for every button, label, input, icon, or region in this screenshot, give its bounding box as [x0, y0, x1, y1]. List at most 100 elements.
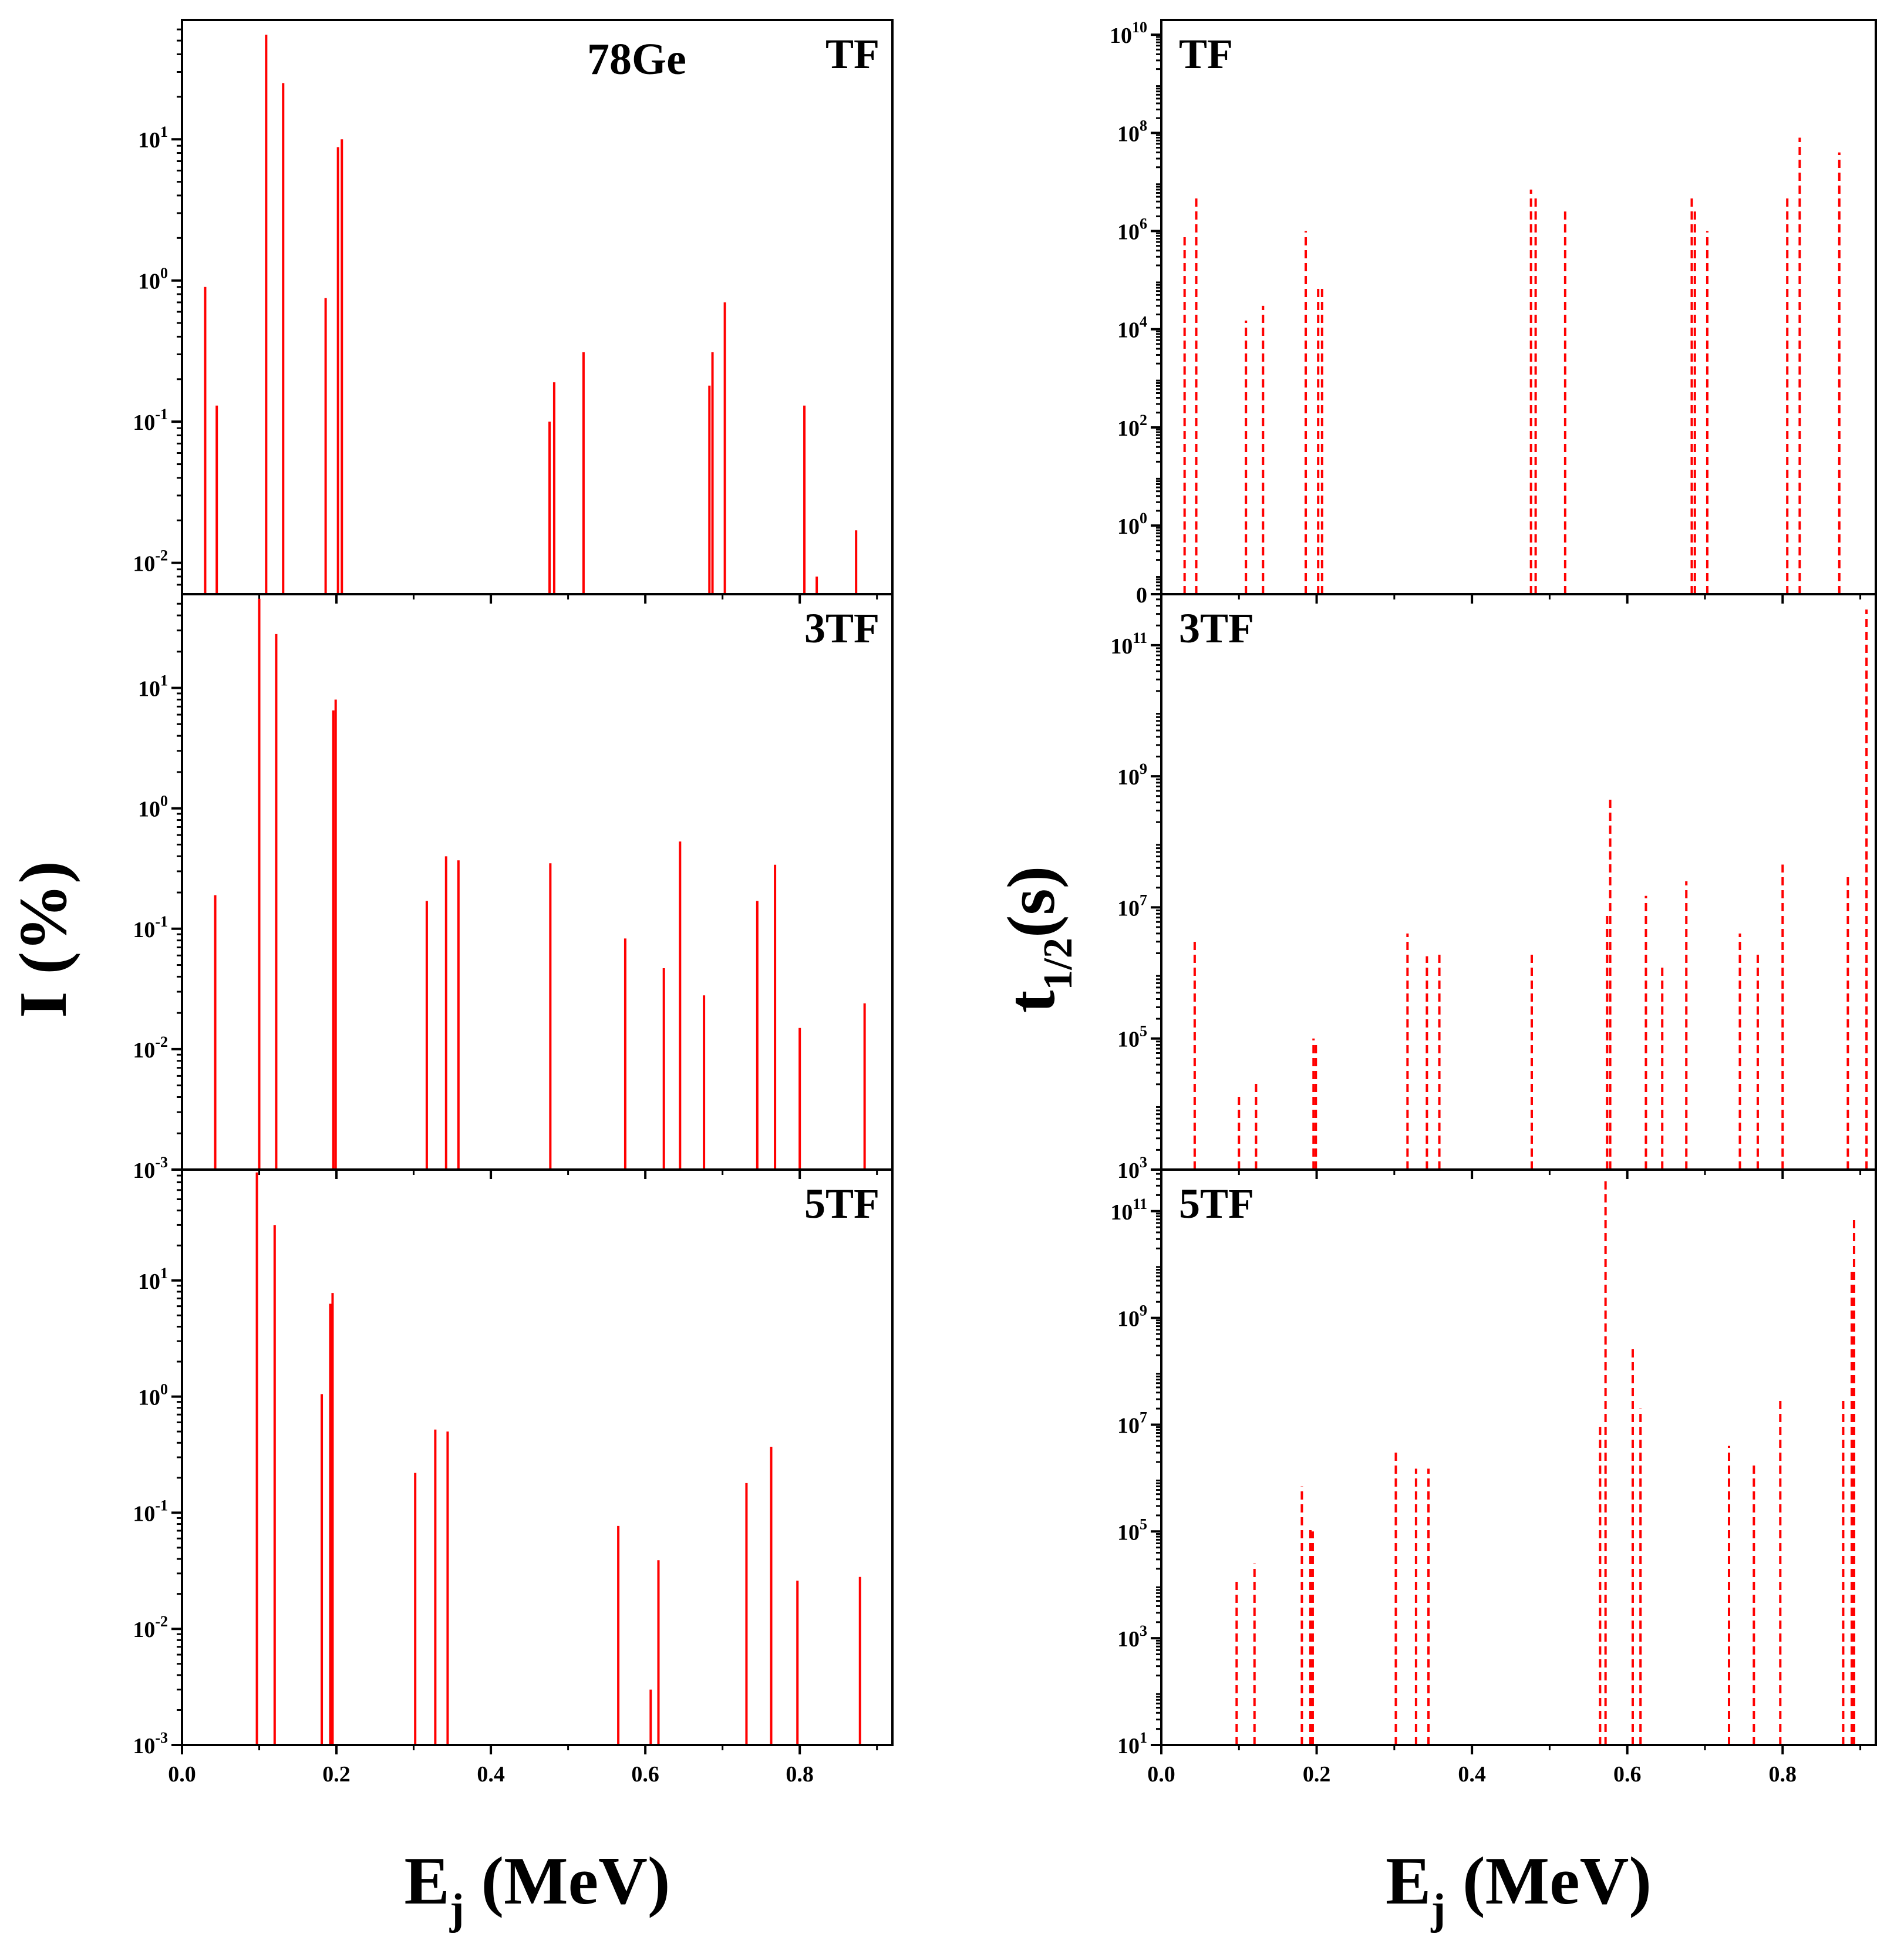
panel-title: TF [1179, 31, 1233, 78]
tick-exponent: 3 [1140, 1622, 1147, 1639]
tick-exponent: 4 [1140, 314, 1147, 331]
y-tick-label: 101 [138, 672, 168, 702]
tick-exponent: 3 [1140, 1154, 1147, 1171]
y-tick-label: 1011 [1110, 629, 1147, 659]
tick-base: 10 [1117, 1520, 1140, 1545]
x-tick-label: 0.4 [477, 1762, 505, 1787]
x-tick-label: 0.2 [1303, 1762, 1331, 1787]
plot-frame [1160, 593, 1877, 1171]
tick-exponent: 8 [1140, 117, 1147, 134]
tick-exponent: -3 [155, 1154, 168, 1171]
y-tick-label: 10-1 [133, 406, 168, 435]
tick-exponent: -2 [155, 1033, 168, 1050]
y-tick-label: 105 [1117, 1023, 1147, 1052]
x-axis-subscript: j [449, 1885, 464, 1933]
y-tick-label: 105 [1117, 1515, 1147, 1545]
y-axis-symbol: I (%) [6, 861, 81, 1018]
y-tick-label: 104 [1117, 314, 1147, 343]
y-tick-label: 100 [138, 1381, 168, 1410]
y-axis-label: I (%) [6, 861, 81, 1018]
tick-exponent: 0 [160, 1381, 168, 1398]
x-axis-unit: (MeV) [464, 1844, 670, 1919]
y-axis-unit: (s) [994, 866, 1069, 938]
tick-base: 10 [138, 677, 160, 702]
y-tick-label: 107 [1117, 1409, 1147, 1438]
tick-base: 10 [1117, 416, 1140, 441]
tick-base: 10 [1110, 23, 1132, 48]
tick-base: 10 [133, 1501, 155, 1526]
y-tick-label: 1010 [1110, 19, 1147, 48]
tick-exponent: 10 [1132, 19, 1147, 36]
x-axis-symbol: E [404, 1844, 449, 1919]
plot-frame [181, 1168, 894, 1746]
y-tick-label: 107 [1117, 891, 1147, 921]
y-tick-label: 100 [138, 265, 168, 294]
y-axis-label: t1/2(s) [994, 866, 1081, 1013]
plot-frame [181, 593, 894, 1171]
x-axis-subscript: j [1430, 1885, 1445, 1933]
tick-exponent: 11 [1133, 629, 1147, 646]
plot-frame [1160, 1168, 1877, 1746]
x-tick-label: 0.6 [1613, 1762, 1642, 1787]
panel-title: 3TF [804, 605, 879, 652]
y-axis-symbol: t [994, 990, 1069, 1013]
tick-exponent: 0 [1140, 510, 1147, 527]
tick-base: 10 [1117, 318, 1140, 343]
y-tick-label: 10-3 [133, 1154, 168, 1183]
tick-exponent: 1 [1140, 1729, 1147, 1746]
tick-exponent: -3 [155, 1729, 168, 1746]
y-tick-label: 10-2 [133, 547, 168, 577]
tick-base: 10 [1117, 1307, 1140, 1332]
tick-exponent: 0 [160, 793, 168, 810]
tick-exponent: 9 [1140, 1302, 1147, 1319]
tick-base: 10 [1117, 220, 1140, 245]
y-tick-label: 10-3 [133, 1729, 168, 1759]
tick-exponent: 7 [1140, 1409, 1147, 1426]
x-tick-label: 0.4 [1458, 1762, 1486, 1787]
tick-exponent: -2 [155, 547, 168, 564]
tick-exponent: 0 [160, 265, 168, 282]
tick-base: 10 [1110, 1200, 1133, 1225]
tick-exponent: -2 [155, 1613, 168, 1630]
y-tick-label: 1011 [1110, 1195, 1147, 1225]
x-tick-label: 0.0 [168, 1762, 196, 1787]
y-tick-label: 10-1 [133, 1497, 168, 1526]
tick-base: 10 [133, 1618, 155, 1642]
tick-base: 10 [1117, 1028, 1140, 1052]
y-tick-label: 10-1 [133, 913, 168, 942]
panel-title: 5TF [804, 1180, 879, 1227]
y-tick-label: 100 [138, 793, 168, 822]
tick-exponent: -1 [155, 913, 168, 930]
y-tick-label: 109 [1117, 1302, 1147, 1332]
y-tick-label: 103 [1117, 1154, 1147, 1183]
x-axis-label: Ej (MeV) [1386, 1844, 1652, 1933]
tick-exponent: 6 [1140, 215, 1147, 233]
tick-exponent: 1 [160, 1265, 168, 1282]
tick-base: 10 [1117, 1627, 1140, 1652]
panel-title: TF [825, 31, 879, 78]
y-tick-label: 10-2 [133, 1033, 168, 1063]
isotope-label: 78Ge [587, 35, 686, 84]
tick-exponent: -1 [155, 406, 168, 423]
y-tick-label: 108 [1117, 117, 1147, 146]
y-tick-label: 101 [1117, 1729, 1147, 1759]
tick-base: 10 [133, 1158, 155, 1183]
tick-base: 10 [1117, 896, 1140, 921]
tick-exponent: 7 [1140, 891, 1147, 908]
tick-exponent: 11 [1133, 1195, 1147, 1212]
y-tick-label: 109 [1117, 760, 1147, 790]
plot-frame [1160, 19, 1877, 595]
tick-base: 10 [1117, 765, 1140, 790]
plot-frame [181, 19, 894, 595]
y-tick-label: 102 [1117, 412, 1147, 441]
tick-base: 10 [1117, 514, 1140, 539]
x-axis-label: Ej (MeV) [404, 1844, 670, 1933]
y-tick-label: 106 [1117, 215, 1147, 245]
tick-exponent: 1 [160, 123, 168, 140]
